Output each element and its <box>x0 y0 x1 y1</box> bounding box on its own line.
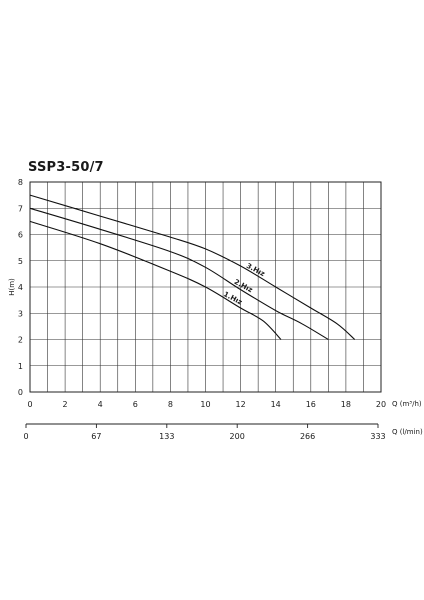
x-tick-label: 6 <box>133 400 138 409</box>
plot-frame <box>29 181 382 393</box>
x-tick-label: 0 <box>27 400 32 409</box>
x-tick-label: 14 <box>271 400 281 409</box>
secondary-tick-label: 266 <box>300 432 315 441</box>
y-tick-label: 5 <box>18 257 23 266</box>
x-tick-label: 10 <box>200 400 210 409</box>
y-tick-label: 6 <box>18 231 23 240</box>
x-axis-secondary-label: Q (l/min) <box>392 428 423 436</box>
y-tick-label: 2 <box>18 336 23 345</box>
y-tick-label: 3 <box>18 309 23 318</box>
y-tick-label: 1 <box>18 362 23 371</box>
y-tick-label: 8 <box>18 178 23 187</box>
grid <box>29 181 382 393</box>
curve-1 <box>29 194 356 340</box>
y-tick-label: 4 <box>18 283 23 292</box>
secondary-tick-label: 200 <box>230 432 245 441</box>
y-tick-label: 7 <box>18 204 23 213</box>
chart-title: SSP3-50/7 <box>28 160 104 175</box>
secondary-tick-label: 333 <box>370 432 385 441</box>
x-tick-label: 20 <box>376 400 386 409</box>
curve-label-1: 3.Hız <box>245 262 266 278</box>
x-tick-label: 4 <box>98 400 103 409</box>
x-tick-label: 12 <box>236 400 246 409</box>
x-tick-label: 2 <box>63 400 68 409</box>
secondary-tick-label: 67 <box>91 432 101 441</box>
x-tick-label: 18 <box>341 400 351 409</box>
x-tick-label: 8 <box>168 400 173 409</box>
curve-2 <box>29 207 329 340</box>
curve-3 <box>29 220 282 340</box>
x-tick-label: 16 <box>306 400 316 409</box>
x-axis-label: Q (m³/h) <box>392 400 422 408</box>
y-tick-label: 0 <box>18 388 23 397</box>
curve-label-3: 1.Hız <box>222 290 243 306</box>
y-axis-label: H(m) <box>8 278 16 296</box>
secondary-tick-label: 0 <box>23 432 28 441</box>
secondary-tick-label: 133 <box>159 432 174 441</box>
